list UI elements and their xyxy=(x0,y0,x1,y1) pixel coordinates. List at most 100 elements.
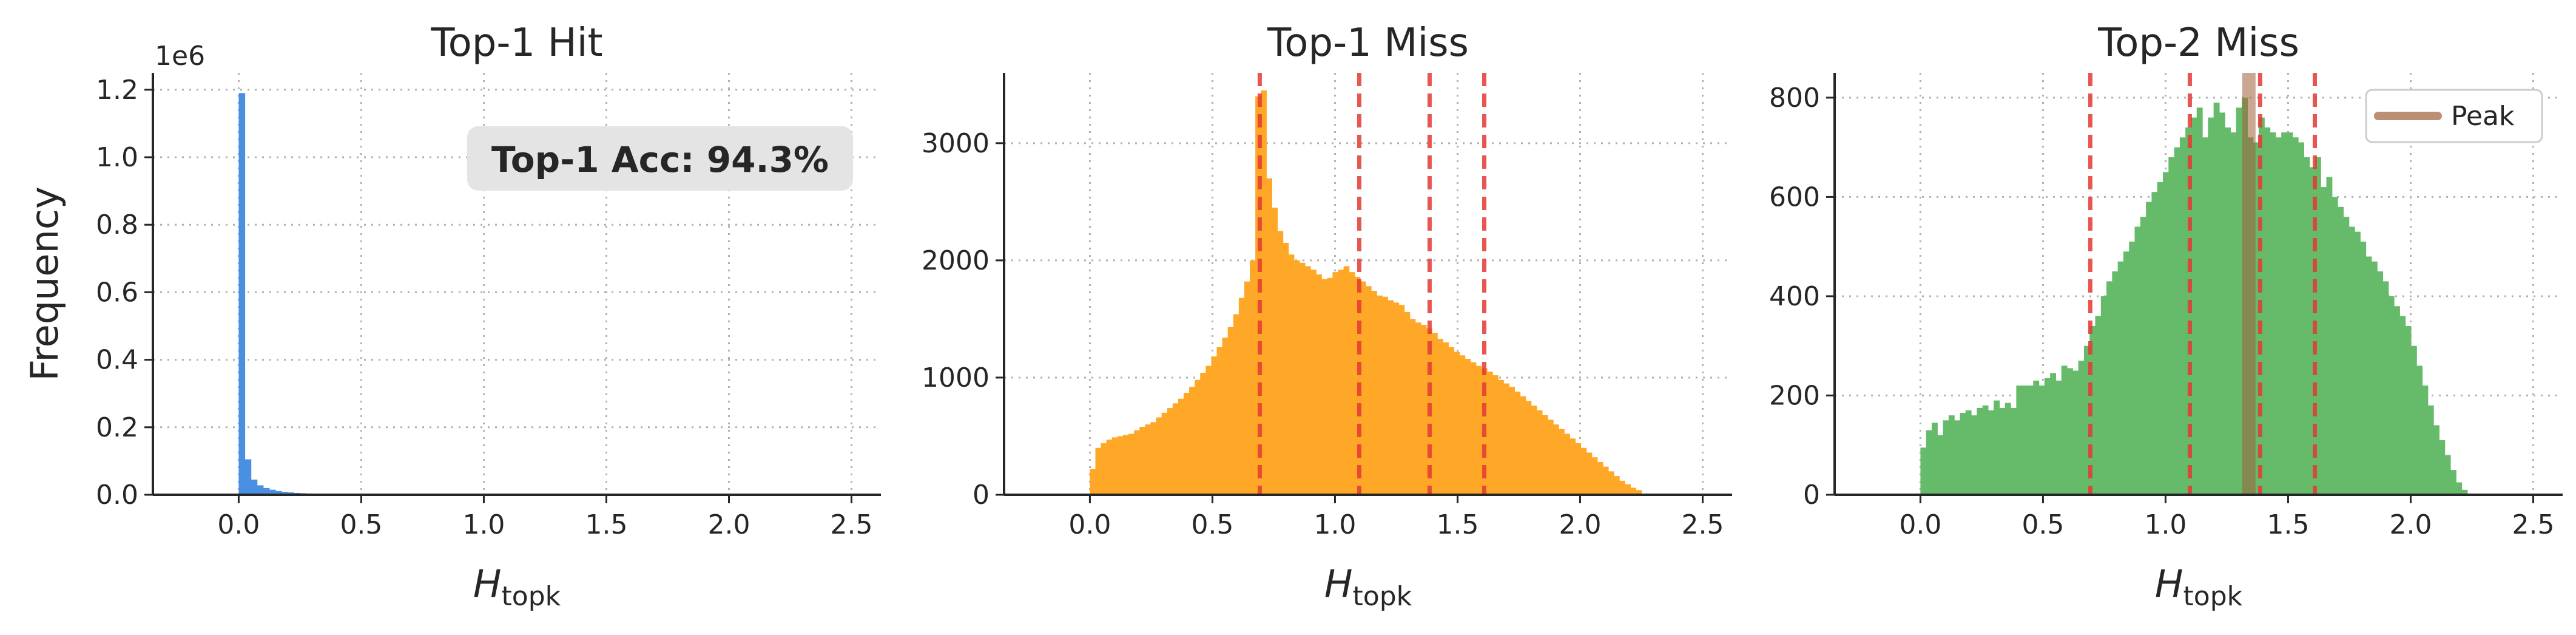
histogram-bar xyxy=(1227,327,1234,495)
histogram-bar xyxy=(1614,476,1620,495)
histogram-bar xyxy=(251,479,258,495)
histogram-bar xyxy=(2332,197,2338,495)
histogram-bar xyxy=(1971,415,1977,495)
histogram-bar xyxy=(1602,466,1609,495)
histogram-bar xyxy=(1343,266,1350,495)
histogram-bar xyxy=(2174,147,2180,495)
histogram-bar xyxy=(1553,424,1559,495)
histogram-bar xyxy=(1111,437,1118,495)
histogram-bar xyxy=(1503,383,1509,495)
histogram-bar xyxy=(2309,167,2316,495)
x-axis-label-main: H xyxy=(2155,562,2183,606)
histogram-bar xyxy=(1244,281,1250,495)
histogram-bar xyxy=(2219,112,2225,495)
histogram-bar xyxy=(1465,359,1471,495)
histogram-bar xyxy=(1360,281,1366,495)
histogram-bar xyxy=(1509,387,1516,495)
x-tick-label: 0.5 xyxy=(340,509,382,540)
histogram-bar xyxy=(1261,90,1267,495)
x-tick-label: 2.0 xyxy=(708,509,750,540)
histogram-bar xyxy=(1459,355,1466,495)
x-axis-label: Htopk xyxy=(473,562,561,612)
histogram-bar xyxy=(1547,419,1554,495)
histogram-bar xyxy=(1977,407,1983,495)
histogram-bar xyxy=(2011,407,2017,495)
histogram-bar xyxy=(1486,372,1493,495)
histogram-bar xyxy=(1454,351,1460,495)
histogram-bar xyxy=(1382,296,1388,495)
x-axis-label-main: H xyxy=(1324,562,1353,606)
histogram-bar xyxy=(1172,403,1179,495)
histogram-bar xyxy=(2038,385,2045,495)
histogram-bar xyxy=(238,93,246,495)
histogram-bar xyxy=(2106,281,2112,495)
histogram-bar xyxy=(2444,455,2451,495)
histogram-bar xyxy=(1238,297,1245,495)
histogram-bar xyxy=(1559,429,1565,495)
histogram-bar xyxy=(2072,370,2079,495)
x-tick-label: 1.5 xyxy=(1436,509,1479,540)
histogram-bar xyxy=(1283,242,1289,495)
histogram-bar xyxy=(1327,277,1334,495)
histogram-bar xyxy=(2360,242,2367,495)
histogram-bar xyxy=(1122,435,1129,495)
histogram-bar xyxy=(1630,487,1637,495)
y-tick-label: 0 xyxy=(973,480,990,511)
panel-top1-miss: 0.0 0.5 1.0 1.5 2.0 2.5 0 1000 2000 3000 Top-1 Mis… xyxy=(922,21,1732,612)
histogram-bar xyxy=(1608,471,1614,495)
histogram-bar xyxy=(2348,226,2355,495)
y-tick-label: 0 xyxy=(1803,480,1820,511)
histogram-bar xyxy=(2287,132,2293,495)
histogram-bar xyxy=(2326,177,2333,495)
histogram-bar xyxy=(1090,469,1096,495)
histogram-bar xyxy=(2422,385,2429,495)
histogram-bar xyxy=(1982,405,1989,495)
histogram-bar xyxy=(1514,392,1521,495)
histogram-bar xyxy=(2270,132,2276,495)
histogram-bar xyxy=(1404,311,1411,495)
histogram-bar xyxy=(2004,402,2011,495)
histogram-bar xyxy=(1338,270,1344,495)
histogram-bar xyxy=(2225,127,2231,495)
histogram-bar xyxy=(2129,242,2136,495)
panel-top2-miss: 0.0 0.5 1.0 1.5 2.0 2.5 0 200 400 600 800 Top-2 Mis… xyxy=(1769,21,2563,612)
histogram-bar xyxy=(2338,206,2344,495)
y-tick-label: 200 xyxy=(1769,380,1820,411)
histogram-bar xyxy=(2191,117,2197,495)
histogram-bar xyxy=(1415,322,1421,495)
y-tick-label: 800 xyxy=(1769,83,1820,114)
histogram-bar xyxy=(1139,427,1145,495)
histogram-bar xyxy=(244,459,252,495)
x-tick-label: 0.0 xyxy=(1068,509,1111,540)
histogram-bar xyxy=(1128,433,1135,495)
histogram-bar xyxy=(1310,270,1317,495)
y-tick-label: 1000 xyxy=(922,362,990,393)
y-offset-text: 1e6 xyxy=(155,41,205,72)
histogram-bar xyxy=(1288,254,1295,495)
histogram-bar xyxy=(2433,425,2439,495)
panel-title: Top-1 Hit xyxy=(430,21,602,66)
annotation-text: Top-1 Acc: 94.3% xyxy=(491,139,829,180)
histogram-bar xyxy=(1965,410,1972,495)
legend-label-peak: Peak xyxy=(2451,101,2515,132)
x-tick-label: 2.5 xyxy=(2512,509,2555,540)
histogram-bar xyxy=(1266,178,1273,495)
histogram-bar xyxy=(2083,345,2090,495)
histogram-bar xyxy=(1167,408,1173,495)
histogram-bar xyxy=(1420,325,1427,495)
histogram-bar xyxy=(2416,365,2423,495)
x-tick-label: 1.0 xyxy=(462,509,505,540)
histogram-bar xyxy=(269,489,276,495)
histogram-bar xyxy=(2168,157,2175,495)
y-tick-label: 0.2 xyxy=(96,412,138,443)
histogram-bar xyxy=(2394,306,2400,495)
histogram-bar xyxy=(1299,262,1306,495)
histogram-bar xyxy=(2405,326,2412,495)
x-tick-label: 0.0 xyxy=(1899,509,1941,540)
histogram-bar xyxy=(2382,281,2389,495)
histogram-bar xyxy=(2427,405,2434,495)
histogram-bar xyxy=(2146,202,2153,495)
y-tick-label: 0.6 xyxy=(96,277,138,308)
x-axis-label-subscript: topk xyxy=(2183,581,2243,612)
histogram-bar xyxy=(2050,373,2057,495)
